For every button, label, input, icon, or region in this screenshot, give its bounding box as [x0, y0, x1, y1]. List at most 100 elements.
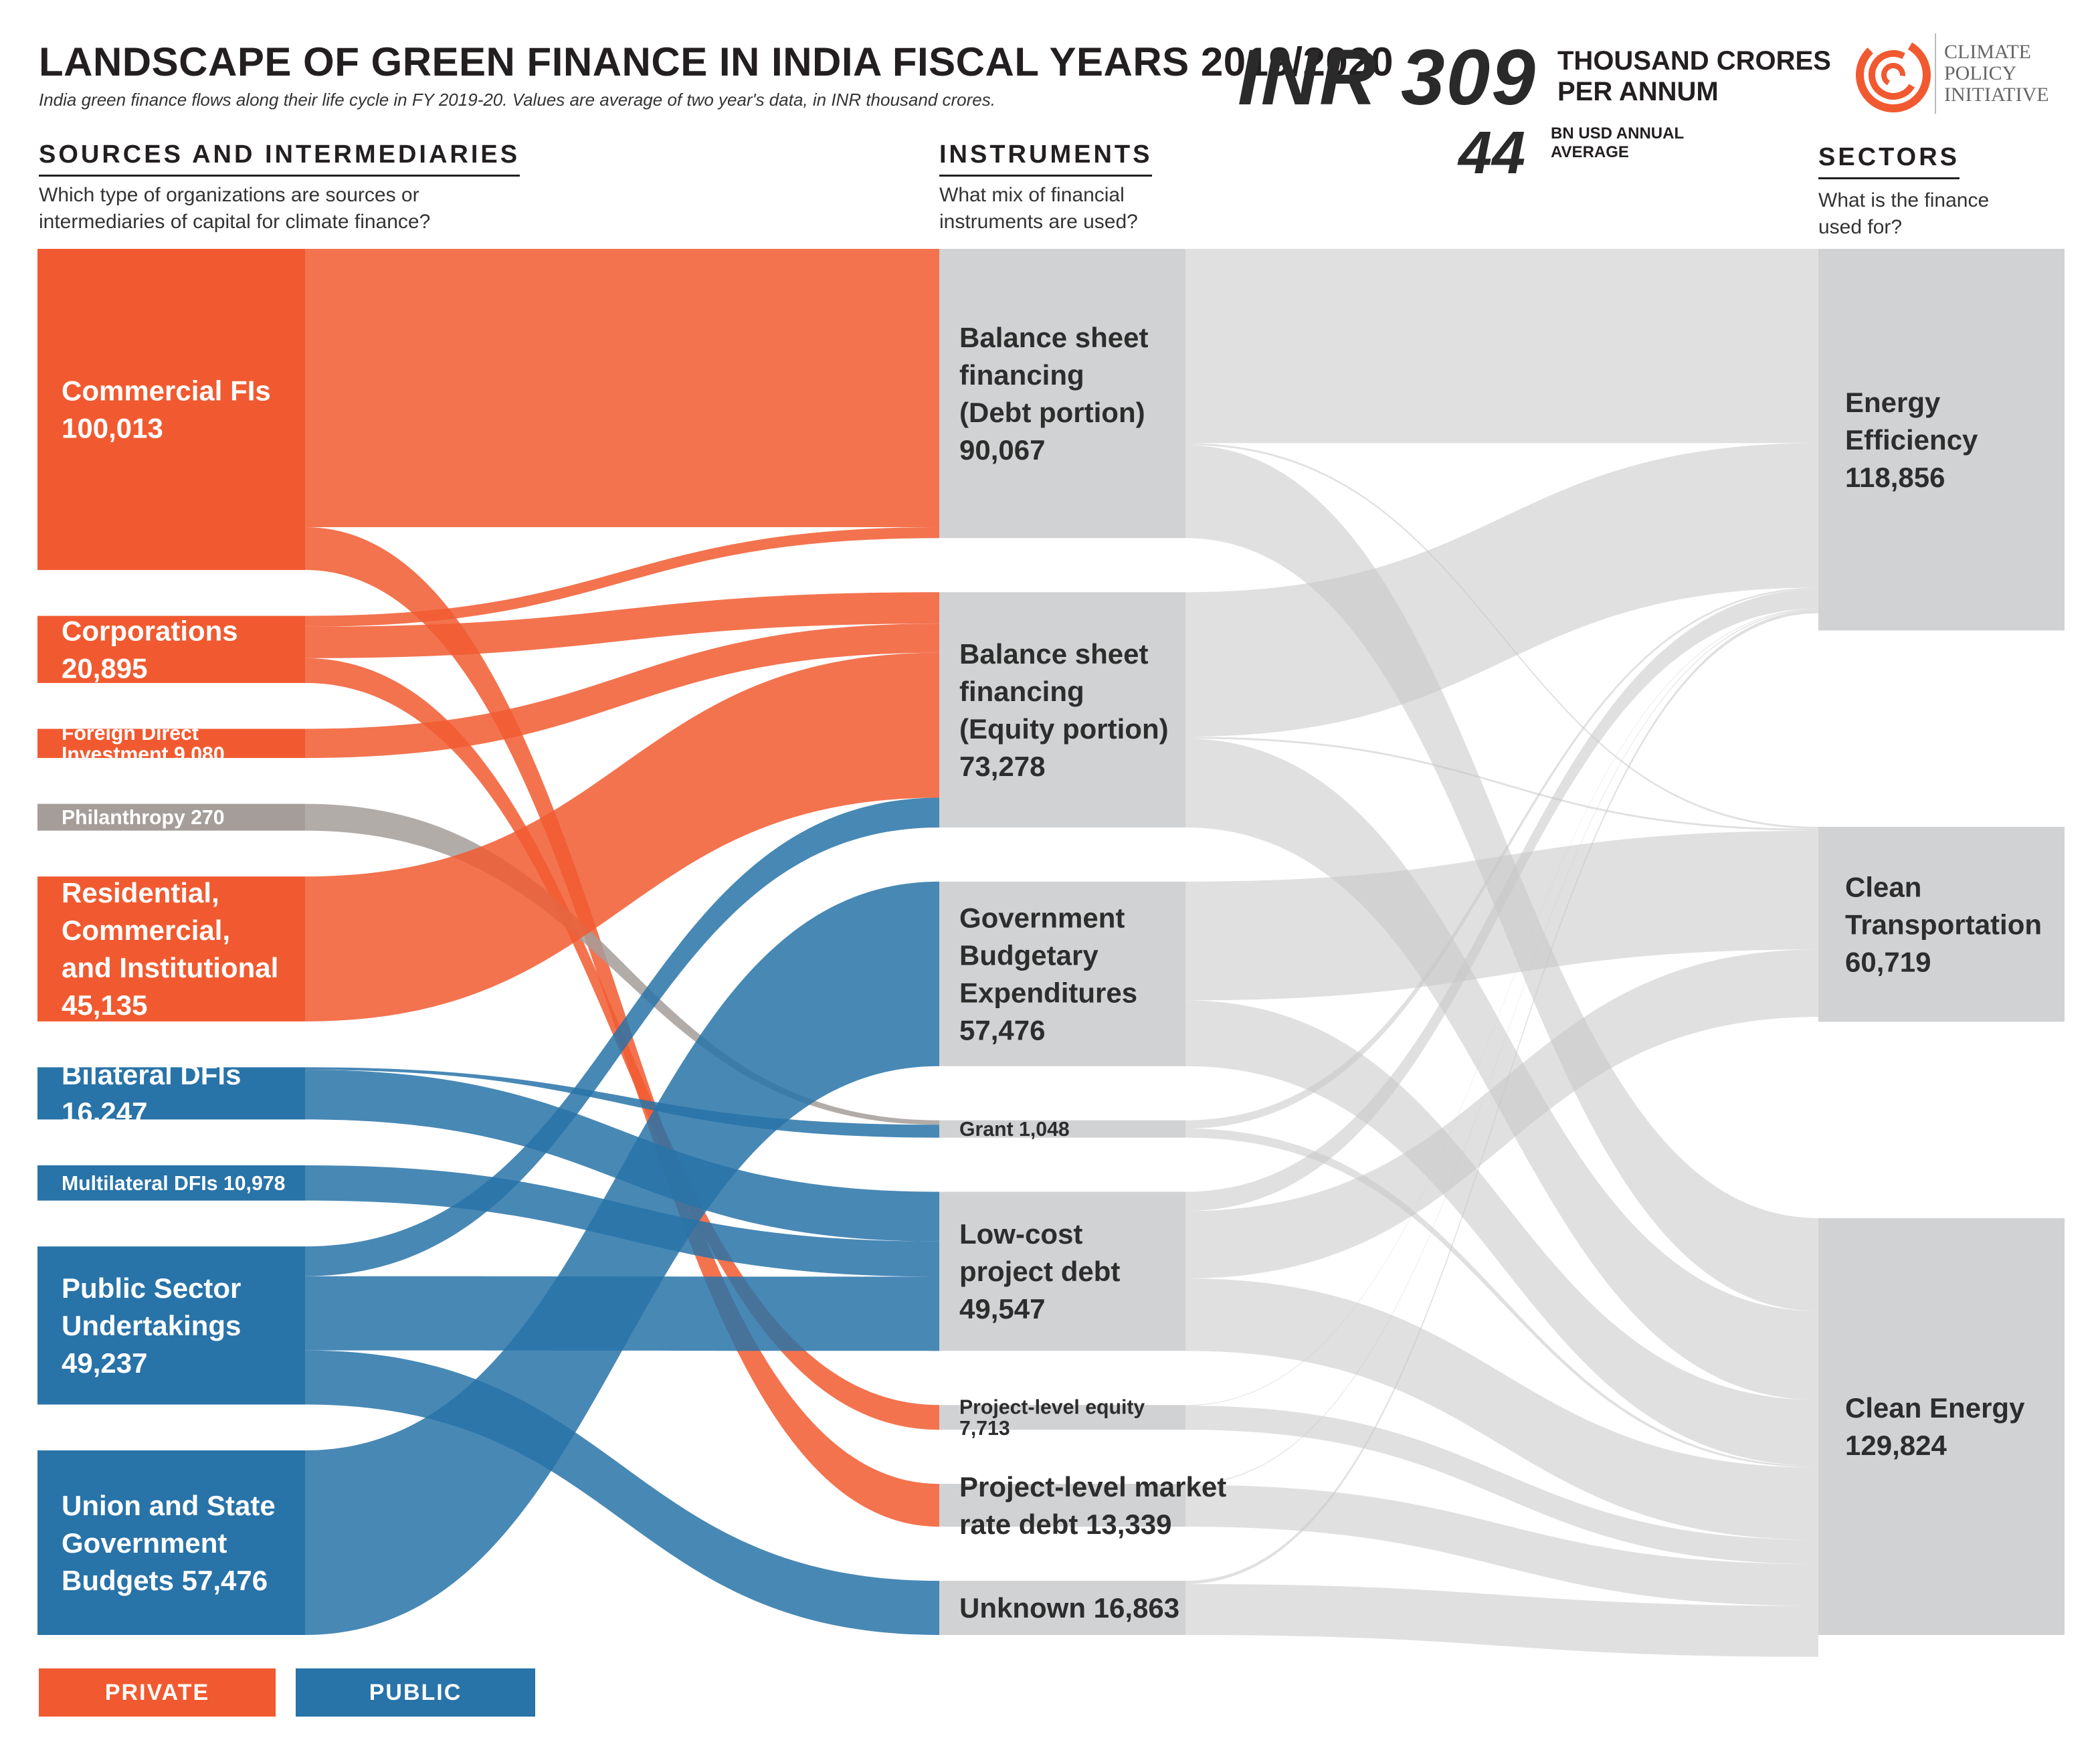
sources-heading: SOURCES AND INTERMEDIARIES: [39, 140, 520, 177]
instrument-node-lowcost: [939, 1191, 1185, 1351]
source-node-multilateral_dfis: [37, 1165, 305, 1201]
source-label-corporations-line-0: Corporations: [62, 615, 238, 646]
total-inr-unit: THOUSAND CRORES PER ANNUM: [1557, 46, 1831, 106]
flow-govt_budgets-to-gbe: [305, 881, 939, 1635]
source-label-commercial_fis-line-1: 100,013: [62, 413, 163, 444]
flow-bilateral_dfis-to-lowcost: [305, 1070, 939, 1242]
source-node-commercial_fis: [37, 249, 305, 571]
instrument-label-gbe-line-1: Budgetary: [959, 939, 1099, 971]
instrument-label-bs_debt-line-3: 90,067: [959, 434, 1045, 466]
instrument-label-bs_equity-line-2: (Equity portion): [959, 713, 1169, 745]
instrument-node-grant: [939, 1120, 1185, 1138]
instrument-node-gbe: [939, 881, 1185, 1066]
diagram-labels: Commercial FIs 100,013 Corporations 20,895 F…: [62, 322, 2042, 1624]
source-label-bilateral_dfis-line-1: 16,247: [62, 1096, 147, 1128]
source-label-corporations-line-1: 20,895: [62, 652, 147, 684]
instrument-label-bs_debt-line-1: financing: [959, 359, 1084, 391]
diagram-nodes: [37, 249, 2065, 1635]
sector-node-clean_transport: [1818, 826, 2065, 1022]
source-node-bilateral_dfis: [37, 1067, 305, 1120]
source-label-multilateral_dfis-line-0: Multilateral DFIs 10,978: [62, 1173, 285, 1195]
instrument-label-lowcost-line-0: Low-cost: [959, 1218, 1082, 1250]
source-label-psu-line-1: Undertakings: [62, 1310, 241, 1341]
flow-fdi-to-bs_equity: [305, 623, 939, 759]
flow-lowcost-to-energy_efficiency: [1185, 589, 1818, 1212]
source-node-residential: [37, 876, 305, 1022]
flow-corporations-to-bs_debt: [305, 527, 939, 627]
source-label-govt_budgets-line-2: Budgets 57,476: [62, 1565, 268, 1596]
flow-gbe-to-clean_energy: [1185, 1000, 1818, 1466]
sector-label-clean_transport-line-0: Clean: [1845, 871, 1921, 902]
flow-pl_equity-to-energy_efficiency: [1185, 608, 1818, 1406]
source-node-corporations: [37, 615, 305, 683]
source-label-fdi-line-1: Investment 9,080: [62, 744, 225, 766]
instrument-label-gbe-line-3: 57,476: [959, 1014, 1045, 1046]
instruments-question: What mix of financial instruments are us…: [939, 184, 1138, 233]
instrument-label-pl_equity-line-0: Project-level equity: [959, 1396, 1145, 1418]
source-node-fdi: [37, 729, 305, 759]
sector-label-clean_transport-line-2: 60,719: [1845, 946, 1931, 977]
instrument-label-bs_debt-line-0: Balance sheet: [959, 322, 1148, 353]
instrument-node-pl_equity: [939, 1405, 1185, 1430]
instrument-node-bs_debt: [939, 249, 1185, 539]
flow-pl_equity-to-clean_energy: [1185, 1406, 1818, 1564]
instrument-label-pl_equity-line-1: 7,713: [959, 1418, 1010, 1440]
instrument-label-grant-line-0: Grant 1,048: [959, 1119, 1070, 1141]
instrument-sector-flows: [1185, 249, 1818, 1657]
instrument-label-pl_debt-line-1: rate debt 13,339: [959, 1509, 1172, 1540]
flow-gbe-to-clean_transport: [1185, 830, 1818, 1001]
total-inr-value: INR 309: [1238, 33, 1537, 122]
flow-philanthropy-to-grant: [305, 803, 939, 1125]
sector-node-clean_energy: [1818, 1218, 2065, 1635]
flow-pl_debt-to-energy_efficiency: [1185, 609, 1818, 1485]
source-label-residential-line-3: 45,135: [62, 989, 147, 1021]
sector-label-clean_energy-line-1: 129,824: [1845, 1430, 1947, 1461]
flow-residential-to-bs_equity: [305, 652, 939, 1022]
sources-question: Which type of organizations are sources …: [39, 184, 431, 233]
source-node-psu: [37, 1246, 305, 1405]
source-label-psu-line-2: 49,237: [62, 1347, 147, 1379]
legend-private: PRIVATE: [39, 1668, 276, 1717]
flow-unknown-to-clean_energy: [1185, 1583, 1818, 1657]
source-label-residential-line-1: Commercial,: [62, 914, 230, 946]
total-usd-unit: BN USD ANNUAL AVERAGE: [1551, 124, 1684, 161]
sector-label-clean_energy-line-0: Clean Energy: [1845, 1392, 2025, 1424]
instrument-node-unknown: [939, 1581, 1185, 1635]
source-label-philanthropy-line-0: Philanthropy 270: [62, 807, 225, 829]
instrument-label-bs_equity-line-3: 73,278: [959, 751, 1045, 782]
flow-bs_equity-to-clean_transport: [1185, 737, 1818, 831]
instruments-heading: INSTRUMENTS: [939, 140, 1153, 177]
instrument-label-bs_equity-line-0: Balance sheet: [959, 638, 1148, 670]
source-instrument-flows: [305, 249, 939, 1635]
source-label-residential-line-2: and Institutional: [62, 952, 278, 983]
sectors-question: What is the finance used for?: [1818, 189, 1990, 238]
sector-label-energy_efficiency-line-0: Energy: [1845, 387, 1941, 418]
sector-label-clean_transport-line-1: Transportation: [1845, 908, 2042, 940]
logo-divider: [1935, 33, 1936, 114]
page-subtitle: India green finance flows along their li…: [39, 90, 995, 110]
page-title: LANDSCAPE OF GREEN FINANCE IN INDIA FISC…: [39, 39, 1394, 84]
instrument-label-pl_debt-line-0: Project-level market: [959, 1471, 1226, 1503]
instrument-label-unknown-line-0: Unknown 16,863: [959, 1592, 1179, 1624]
instrument-label-bs_equity-line-1: financing: [959, 676, 1084, 707]
source-node-govt_budgets: [37, 1450, 305, 1635]
instrument-node-bs_equity: [939, 592, 1185, 828]
flow-pl_debt-to-clean_energy: [1185, 1484, 1818, 1606]
sector-label-energy_efficiency-line-2: 118,856: [1845, 462, 1945, 493]
source-label-govt_budgets-line-1: Government: [62, 1527, 227, 1559]
flow-commercial_fis-to-bs_debt: [305, 249, 939, 528]
source-label-bilateral_dfis-line-0: Bilateral DFIs: [62, 1059, 241, 1090]
instrument-label-lowcost-line-2: 49,547: [959, 1293, 1045, 1325]
flow-grant-to-energy_efficiency: [1185, 587, 1818, 1129]
sector-node-energy_efficiency: [1818, 249, 2065, 631]
instrument-label-gbe-line-2: Expenditures: [959, 977, 1137, 1008]
flow-bs_debt-to-energy_efficiency: [1185, 249, 1818, 444]
flow-bs_equity-to-energy_efficiency: [1185, 443, 1818, 737]
sectors-heading: SECTORS: [1818, 143, 1960, 179]
logo-text: CLIMATE POLICY INITIATIVE: [1944, 41, 2049, 106]
instrument-node-pl_debt: [939, 1484, 1185, 1527]
instrument-label-bs_debt-line-2: (Debt portion): [959, 397, 1145, 428]
instrument-label-gbe-line-0: Government: [959, 902, 1125, 933]
flow-unknown-to-energy_efficiency: [1185, 610, 1818, 1584]
